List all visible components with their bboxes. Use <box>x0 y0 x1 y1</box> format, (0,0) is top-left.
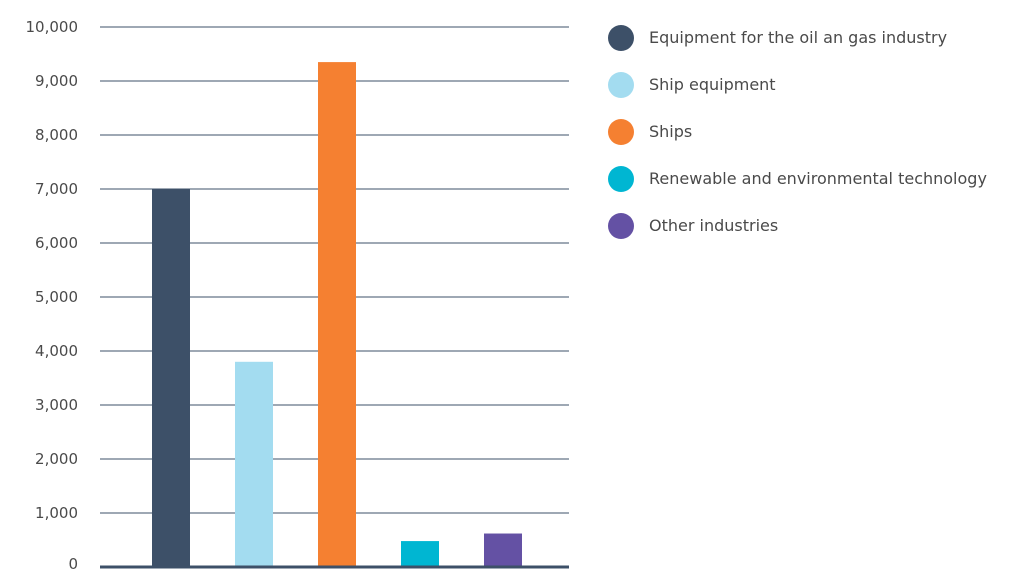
y-tick-label: 2,000 <box>35 450 78 468</box>
bar <box>152 189 190 567</box>
y-tick-label: 7,000 <box>35 180 78 198</box>
y-tick-label: 4,000 <box>35 342 78 360</box>
bar <box>318 62 356 567</box>
bars <box>152 62 522 567</box>
y-tick-label: 10,000 <box>26 18 79 36</box>
bar <box>401 541 439 567</box>
y-tick-label: 1,000 <box>35 504 78 522</box>
y-tick-label: 3,000 <box>35 396 78 414</box>
legend-label: Other industries <box>649 216 779 235</box>
legend-label: Equipment for the oil an gas industry <box>649 28 948 47</box>
legend-item: Other industries <box>608 202 987 249</box>
legend-swatch <box>608 165 634 192</box>
legend-swatch <box>608 71 634 98</box>
legend-label: Renewable and environmental technology <box>649 169 987 188</box>
legend-label: Ships <box>649 122 693 141</box>
legend-item: Ship equipment <box>608 61 987 108</box>
y-tick-label: 0 <box>68 555 78 570</box>
bar <box>484 533 522 567</box>
y-axis-tick-labels: 0 1,000 2,000 3,000 4,000 5,000 6,000 7,000 8,00… <box>26 18 79 570</box>
y-tick-label: 5,000 <box>35 288 78 306</box>
bar <box>235 361 273 567</box>
legend-swatch <box>608 118 634 145</box>
legend-swatch <box>608 212 634 239</box>
legend-item: Renewable and environmental technology <box>608 155 987 202</box>
y-tick-label: 8,000 <box>35 126 78 144</box>
y-tick-label: 6,000 <box>35 234 78 252</box>
legend-item: Equipment for the oil an gas industry <box>608 14 987 61</box>
y-tick-label: 9,000 <box>35 72 78 90</box>
legend-label: Ship equipment <box>649 75 776 94</box>
legend: Equipment for the oil an gas industry Shi… <box>608 14 987 249</box>
legend-swatch <box>608 24 634 51</box>
legend-item: Ships <box>608 108 987 155</box>
